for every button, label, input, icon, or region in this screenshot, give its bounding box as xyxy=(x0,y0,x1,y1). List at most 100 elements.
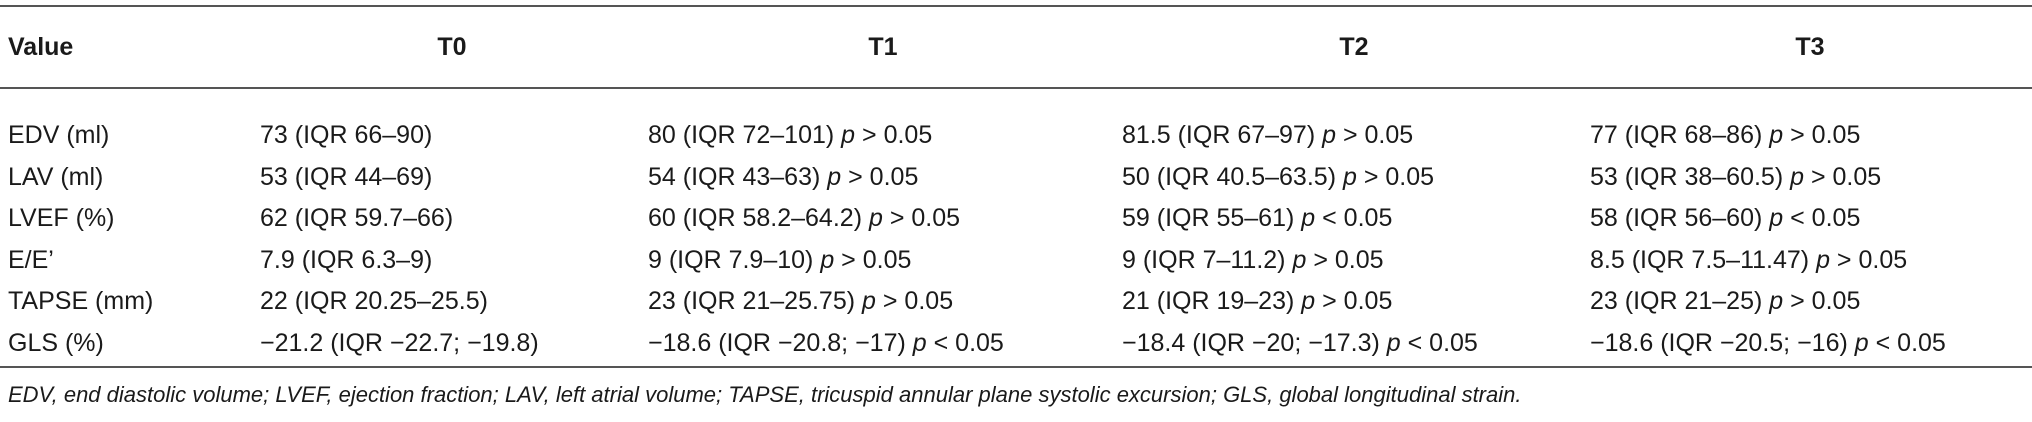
cell-value: 53 (IQR 38–60.5) xyxy=(1590,162,1784,191)
p-symbol: p xyxy=(1769,287,1784,316)
cell-t1: 23 (IQR 21–25.75) p > 0.05 xyxy=(646,281,1120,323)
header-value: Value xyxy=(8,33,74,61)
p-comparison: > 0.05 xyxy=(862,121,933,150)
p-comparison: > 0.05 xyxy=(1810,162,1882,191)
p-symbol: p xyxy=(1816,245,1830,274)
cell-value: 21 (IQR 19–23) xyxy=(1122,287,1295,316)
cell-t3: 58 (IQR 56–60) p < 0.05 xyxy=(1588,198,2032,240)
cell-value: 9 (IQR 7–11.2) xyxy=(1122,245,1286,274)
table-header-rule xyxy=(0,87,2032,89)
table-bottom-rule xyxy=(0,366,2032,368)
cell-value: 60 (IQR 58.2–64.2) xyxy=(648,204,863,233)
p-comparison: < 0.05 xyxy=(1875,328,1946,357)
cell-t3: 23 (IQR 21–25) p > 0.05 xyxy=(1588,281,2032,323)
row-label: LVEF (%) xyxy=(8,204,115,233)
header-row: Value T0 T1 T2 T3 xyxy=(0,8,2032,87)
cell-t2: −18.4 (IQR −20; −17.3) p < 0.05 xyxy=(1120,323,1588,365)
cell-value: 81.5 (IQR 67–97) xyxy=(1122,121,1316,150)
table-row: TAPSE (mm) 22 (IQR 20.25–25.5) 23 (IQR 2… xyxy=(0,281,2032,323)
cell-t3: −18.6 (IQR −20.5; −16) p < 0.05 xyxy=(1588,323,2032,365)
p-comparison: > 0.05 xyxy=(1836,245,1908,274)
p-comparison: < 0.05 xyxy=(933,328,1004,357)
table-top-rule xyxy=(0,5,2032,7)
table-row: LVEF (%) 62 (IQR 59.7–66) 60 (IQR 58.2–6… xyxy=(0,198,2032,240)
header-spacer xyxy=(0,87,2032,115)
p-comparison: > 0.05 xyxy=(1790,287,1861,316)
cell-t1: 54 (IQR 43–63) p > 0.05 xyxy=(646,157,1120,199)
cell-t3: 77 (IQR 68–86) p > 0.05 xyxy=(1588,115,2032,157)
table-row: EDV (ml) 73 (IQR 66–90) 80 (IQR 72–101) … xyxy=(0,115,2032,157)
cell-value: 58 (IQR 56–60) xyxy=(1590,204,1763,233)
cell-t0: 7.9 (IQR 6.3–9) xyxy=(260,245,433,274)
p-comparison: < 0.05 xyxy=(1790,204,1861,233)
p-symbol: p xyxy=(820,245,835,274)
p-comparison: > 0.05 xyxy=(1363,162,1435,191)
header-t2: T2 xyxy=(1339,33,1369,61)
cell-t0: 53 (IQR 44–69) xyxy=(260,162,433,191)
header-t0: T0 xyxy=(437,33,467,61)
cell-t3: 53 (IQR 38–60.5) p > 0.05 xyxy=(1588,157,2032,199)
p-symbol: p xyxy=(1301,287,1316,316)
cell-t1: −18.6 (IQR −20.8; −17) p < 0.05 xyxy=(646,323,1120,365)
header-t3: T3 xyxy=(1795,33,1825,61)
p-symbol: p xyxy=(1342,162,1357,191)
cell-t2: 21 (IQR 19–23) p > 0.05 xyxy=(1120,281,1588,323)
p-comparison: > 0.05 xyxy=(1342,121,1414,150)
p-comparison: > 0.05 xyxy=(1313,245,1384,274)
p-comparison: > 0.05 xyxy=(1322,287,1393,316)
row-label: EDV (ml) xyxy=(8,121,110,150)
row-label: E/E’ xyxy=(8,245,54,274)
header-t1: T1 xyxy=(868,33,898,61)
p-comparison: > 0.05 xyxy=(841,245,912,274)
row-label: LAV (ml) xyxy=(8,162,104,191)
p-symbol: p xyxy=(1769,121,1784,150)
cell-t2: 59 (IQR 55–61) p < 0.05 xyxy=(1120,198,1588,240)
p-comparison: < 0.05 xyxy=(1322,204,1393,233)
cell-value: −18.6 (IQR −20.8; −17) xyxy=(648,328,906,357)
cell-value: 77 (IQR 68–86) xyxy=(1590,121,1763,150)
p-symbol: p xyxy=(841,121,856,150)
cell-value: 23 (IQR 21–25) xyxy=(1590,287,1763,316)
cell-value: 23 (IQR 21–25.75) xyxy=(648,287,856,316)
p-symbol: p xyxy=(912,328,927,357)
row-label: GLS (%) xyxy=(8,328,104,357)
p-comparison: > 0.05 xyxy=(882,287,954,316)
p-comparison: < 0.05 xyxy=(1407,328,1478,357)
cell-t3: 8.5 (IQR 7.5–11.47) p > 0.05 xyxy=(1588,240,2032,282)
cell-value: 59 (IQR 55–61) xyxy=(1122,204,1295,233)
p-symbol: p xyxy=(1322,121,1337,150)
cell-t2: 81.5 (IQR 67–97) p > 0.05 xyxy=(1120,115,1588,157)
p-comparison: > 0.05 xyxy=(889,204,961,233)
cell-t1: 60 (IQR 58.2–64.2) p > 0.05 xyxy=(646,198,1120,240)
cell-t1: 9 (IQR 7.9–10) p > 0.05 xyxy=(646,240,1120,282)
cell-value: 54 (IQR 43–63) xyxy=(648,162,821,191)
cell-t1: 80 (IQR 72–101) p > 0.05 xyxy=(646,115,1120,157)
cell-value: −18.6 (IQR −20.5; −16) xyxy=(1590,328,1848,357)
cell-value: 50 (IQR 40.5–63.5) xyxy=(1122,162,1337,191)
cell-t0: −21.2 (IQR −22.7; −19.8) xyxy=(260,328,539,357)
row-label: TAPSE (mm) xyxy=(8,287,154,316)
p-symbol: p xyxy=(1790,162,1805,191)
p-symbol: p xyxy=(1769,204,1784,233)
cell-value: 8.5 (IQR 7.5–11.47) xyxy=(1590,245,1810,274)
cell-t0: 62 (IQR 59.7–66) xyxy=(260,204,454,233)
p-symbol: p xyxy=(827,162,842,191)
cell-t0: 73 (IQR 66–90) xyxy=(260,121,433,150)
p-symbol: p xyxy=(1386,328,1401,357)
table-row: E/E’ 7.9 (IQR 6.3–9) 9 (IQR 7.9–10) p > … xyxy=(0,240,2032,282)
p-comparison: > 0.05 xyxy=(848,162,919,191)
p-symbol: p xyxy=(868,204,883,233)
p-symbol: p xyxy=(1292,245,1307,274)
cell-value: 80 (IQR 72–101) xyxy=(648,121,835,150)
table-row: GLS (%) −21.2 (IQR −22.7; −19.8) −18.6 (… xyxy=(0,323,2032,365)
p-symbol: p xyxy=(862,287,876,316)
table-row: LAV (ml) 53 (IQR 44–69) 54 (IQR 43–63) p… xyxy=(0,157,2032,199)
p-comparison: > 0.05 xyxy=(1790,121,1861,150)
p-symbol: p xyxy=(1301,204,1316,233)
data-table: Value T0 T1 T2 T3 EDV (ml) 73 (IQR 66–90… xyxy=(0,8,2032,364)
p-symbol: p xyxy=(1854,328,1869,357)
cell-t2: 50 (IQR 40.5–63.5) p > 0.05 xyxy=(1120,157,1588,199)
cell-t2: 9 (IQR 7–11.2) p > 0.05 xyxy=(1120,240,1588,282)
cell-value: −18.4 (IQR −20; −17.3) xyxy=(1122,328,1380,357)
cell-value: 9 (IQR 7.9–10) xyxy=(648,245,814,274)
